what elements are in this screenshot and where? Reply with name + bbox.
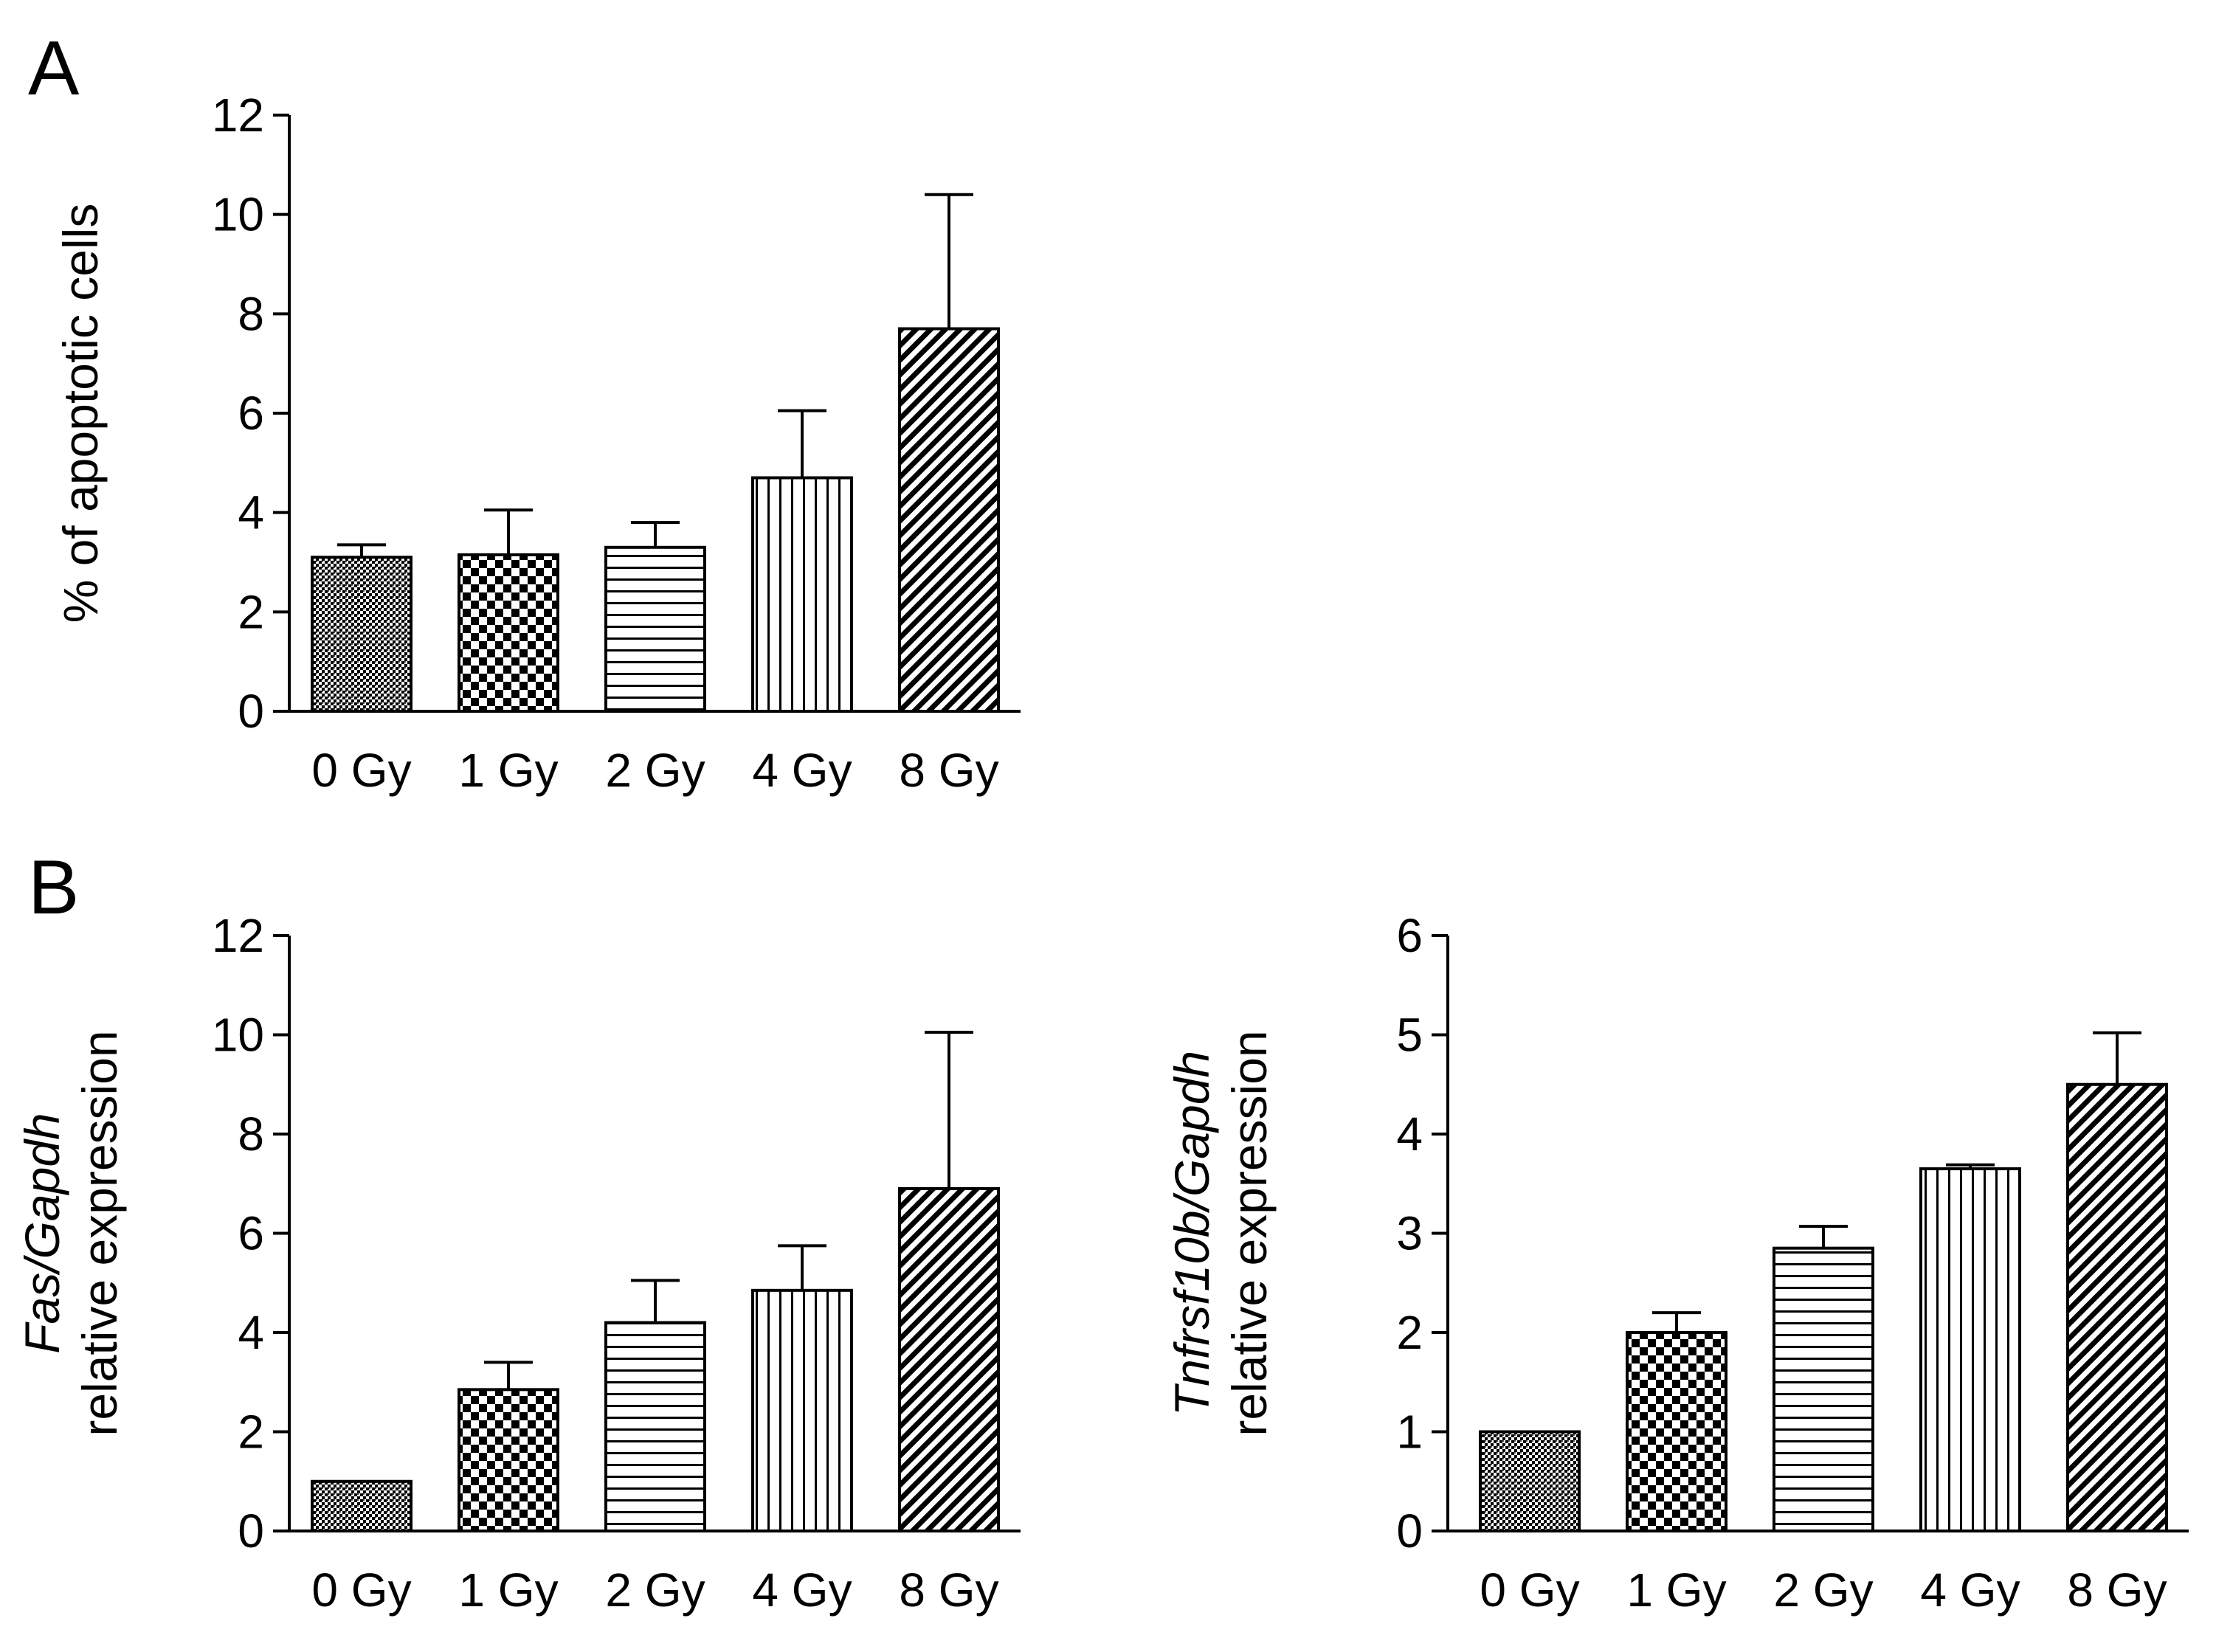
- bar: [1919, 1167, 2021, 1532]
- bar: [751, 1288, 853, 1533]
- bar: [2066, 1082, 2168, 1532]
- x-tick-label: 4 Gy: [752, 1563, 852, 1617]
- y-tick-label: 3: [1396, 1207, 1423, 1260]
- y-tick-label: 6: [1396, 909, 1423, 962]
- y-tick-label: 2: [238, 1406, 264, 1459]
- y-axis-title: relative expression: [72, 1030, 127, 1436]
- x-tick-label: 0 Gy: [1480, 1563, 1579, 1617]
- bar: [1626, 1331, 1727, 1532]
- bar: [1773, 1246, 1874, 1533]
- y-tick-label: 6: [238, 387, 264, 440]
- y-tick-label: 4: [1396, 1107, 1423, 1161]
- bar: [458, 1388, 559, 1533]
- y-axis-title-gene: Tnfrsf10b/Gapdh: [1164, 1051, 1219, 1416]
- bar: [898, 327, 1000, 713]
- y-axis-title: % of apoptotic cells: [53, 204, 108, 623]
- chart-b-fas: 0 2 4 6 8 10 12 0 Gy 1 Gy 2 Gy 4 Gy 8 Gy Fas/Gapdh re…: [15, 909, 1021, 1617]
- bar: [311, 1479, 413, 1532]
- x-tick-label: 1 Gy: [458, 744, 558, 797]
- y-tick-label: 0: [238, 1504, 264, 1558]
- bar: [1479, 1430, 1581, 1532]
- y-tick-label: 10: [212, 188, 264, 241]
- x-tick-label: 8 Gy: [899, 744, 998, 797]
- y-tick-label: 8: [238, 287, 264, 340]
- y-tick-label: 4: [238, 1306, 264, 1359]
- y-tick-label: 5: [1396, 1009, 1423, 1062]
- x-tick-label: 0 Gy: [311, 1563, 411, 1617]
- chart-a: 0 2 4 6 8 10 12 0 Gy 1 Gy 2 Gy 4 Gy 8 Gy % of apopto…: [53, 89, 1021, 797]
- y-tick-label: 10: [212, 1009, 264, 1062]
- y-tick-label: 2: [1396, 1306, 1423, 1359]
- x-tick-label: 4 Gy: [752, 744, 852, 797]
- bar: [604, 545, 706, 713]
- y-tick-label: 0: [1396, 1504, 1423, 1558]
- x-tick-label: 1 Gy: [1626, 1563, 1726, 1617]
- chart-b-tnfrsf10b: 0 1 2 3 4 5 6 0 Gy 1 Gy 2 Gy 4 Gy 8 Gy Tnfrsf10b/Gap…: [1164, 909, 2189, 1617]
- bar: [898, 1186, 1000, 1532]
- x-tick-label: 2 Gy: [1773, 1563, 1873, 1617]
- y-tick-label: 8: [238, 1107, 264, 1161]
- y-axis-title-gene: Fas/Gapdh: [15, 1113, 69, 1354]
- x-tick-label: 8 Gy: [899, 1563, 998, 1617]
- y-tick-label: 4: [238, 486, 264, 539]
- panel-label-b: B: [28, 845, 79, 930]
- panel-label-a: A: [28, 26, 80, 111]
- y-tick-label: 12: [212, 89, 264, 142]
- bar: [751, 476, 853, 713]
- y-tick-label: 1: [1396, 1406, 1423, 1459]
- y-tick-label: 12: [212, 909, 264, 962]
- y-tick-label: 6: [238, 1207, 264, 1260]
- bar: [604, 1321, 706, 1533]
- x-tick-label: 2 Gy: [605, 744, 705, 797]
- y-tick-label: 2: [238, 585, 264, 638]
- x-tick-label: 1 Gy: [458, 1563, 558, 1617]
- x-tick-label: 4 Gy: [1920, 1563, 2020, 1617]
- x-tick-label: 8 Gy: [2067, 1563, 2167, 1617]
- x-tick-label: 2 Gy: [605, 1563, 705, 1617]
- y-axis-title: relative expression: [1222, 1030, 1277, 1436]
- bar: [311, 556, 413, 713]
- y-tick-label: 0: [238, 685, 264, 738]
- x-tick-label: 0 Gy: [311, 744, 411, 797]
- bar: [458, 553, 559, 713]
